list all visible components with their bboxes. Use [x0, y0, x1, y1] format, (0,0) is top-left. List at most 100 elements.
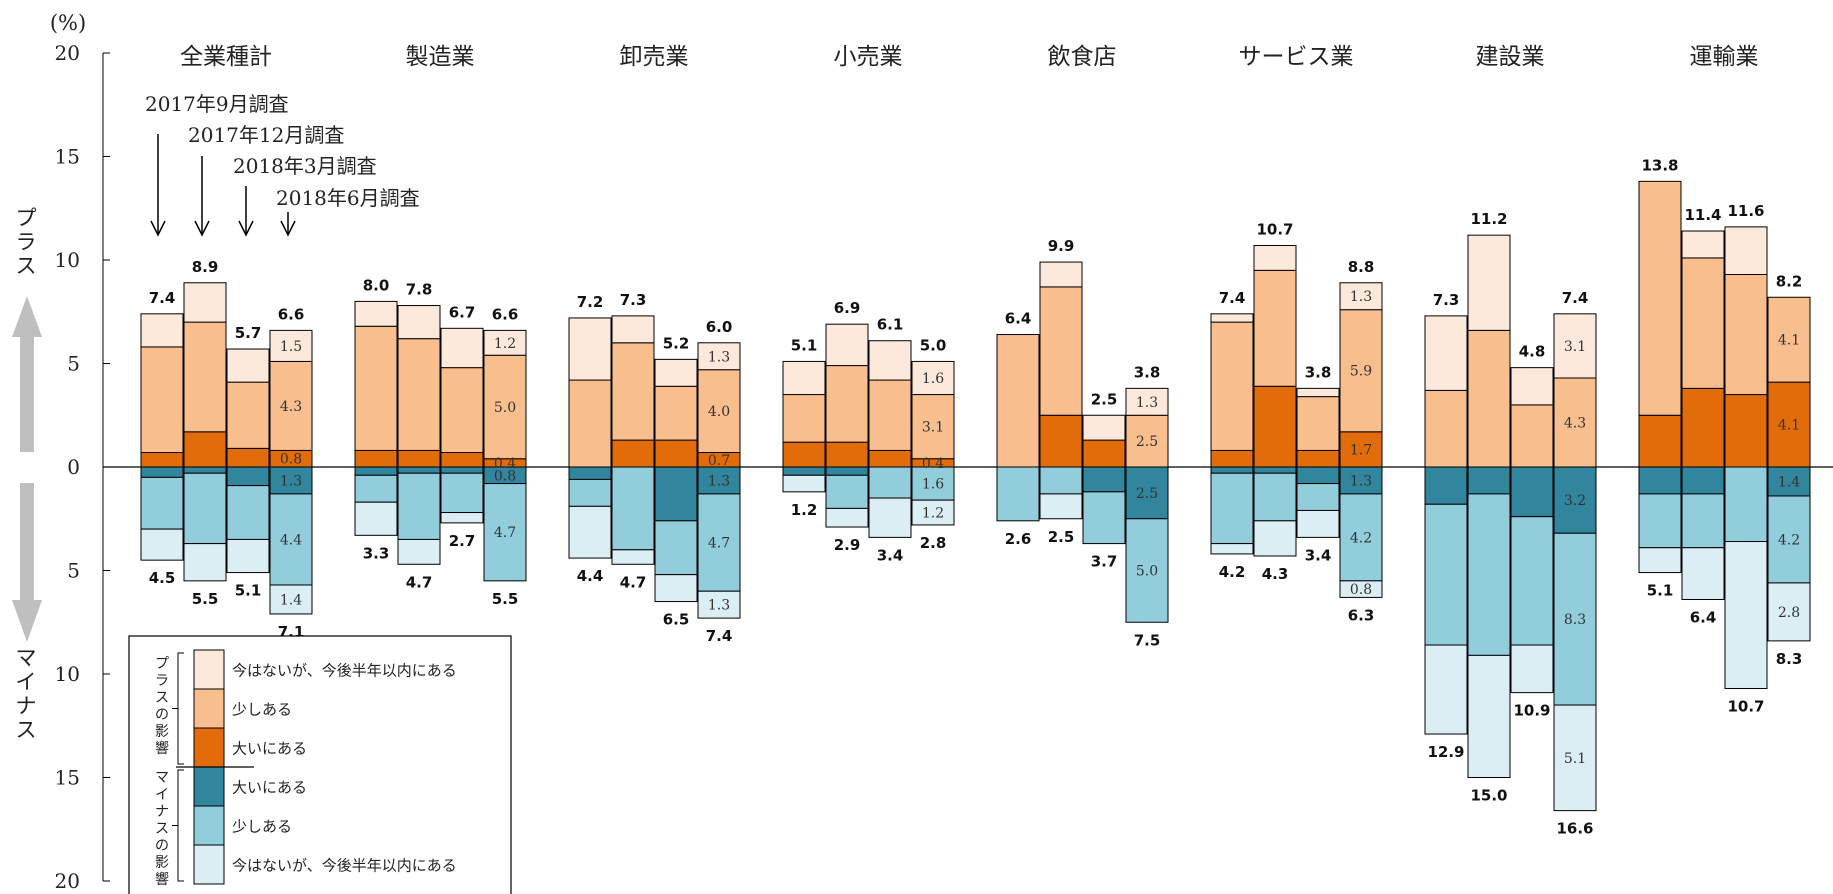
minus-total-label: 12.9	[1427, 743, 1464, 761]
minus-total-label: 3.3	[363, 544, 390, 562]
y-tick-label: 15	[55, 145, 80, 169]
legend-group-char: の	[155, 838, 169, 854]
bar-segment	[782, 441, 826, 468]
minus-total-label: 1.2	[791, 501, 818, 519]
plus-total-label: 6.9	[834, 299, 861, 317]
minus-total-label: 4.7	[620, 573, 647, 591]
category-label: 飲食店	[1048, 44, 1117, 70]
bar-segment	[1296, 449, 1340, 468]
bar-segment	[1039, 493, 1083, 520]
bar-segment	[697, 466, 741, 495]
bar-segment	[1767, 495, 1811, 584]
bar-segment	[568, 317, 612, 381]
segment-label: 0.8	[1350, 582, 1372, 598]
bar-segment	[911, 394, 955, 460]
legend-group-char: の	[155, 707, 169, 723]
bar-segment	[1424, 503, 1468, 646]
segment-label: 3.1	[1564, 339, 1586, 355]
minus-total-label: 4.2	[1219, 563, 1246, 581]
bar-segment	[1681, 230, 1725, 259]
segment-label: 4.0	[708, 404, 730, 420]
plus-total-label: 8.9	[192, 258, 219, 276]
bar-segment	[1467, 493, 1511, 656]
bar-segment	[911, 499, 955, 526]
y-tick-label: 5	[67, 352, 80, 376]
minus-total-label: 15.0	[1470, 787, 1507, 805]
minus-total-label: 6.3	[1348, 606, 1375, 624]
minus-total-label: 3.4	[1305, 546, 1332, 564]
bar-segment	[440, 327, 484, 369]
bar-segment	[1553, 466, 1597, 534]
segment-label: 0.8	[280, 452, 302, 468]
plus-side-label: プラス	[16, 206, 37, 278]
minus-total-label: 10.7	[1727, 697, 1764, 715]
bar-segment	[1553, 377, 1597, 468]
bar-segment	[1681, 466, 1725, 495]
bar-segment	[483, 354, 527, 460]
bar-segment	[183, 466, 227, 474]
bar-segment	[1424, 315, 1468, 391]
bar-segment	[1039, 286, 1083, 416]
segment-label: 4.3	[1564, 415, 1586, 431]
bar-segment	[1638, 180, 1682, 416]
legend-item-label: 大いにある	[232, 779, 307, 797]
bar-segment	[868, 449, 912, 468]
bar-segment	[140, 452, 184, 468]
legend-swatch	[193, 649, 225, 690]
category-label: 運輸業	[1690, 44, 1759, 70]
bar-segment	[1296, 483, 1340, 511]
bar-segment	[1125, 466, 1169, 520]
bar-segment	[1724, 394, 1768, 468]
legend-group-char: プ	[155, 656, 169, 672]
bar-segment	[140, 466, 184, 478]
side-label-char: ス	[16, 254, 37, 278]
bar-segment	[226, 466, 270, 487]
bar-segment	[654, 520, 698, 576]
category-label: 卸売業	[620, 44, 689, 70]
y-tick-label: 5	[67, 559, 80, 583]
minus-total-label: 2.9	[834, 536, 861, 554]
bar-segment	[654, 574, 698, 603]
segment-label: 3.1	[922, 420, 944, 436]
bar-segment	[1296, 509, 1340, 538]
legend-swatch	[193, 766, 225, 807]
minus-total-label: 2.5	[1048, 528, 1075, 546]
bar-segment	[1339, 493, 1383, 582]
bar-segment	[440, 452, 484, 468]
plus-total-label: 8.2	[1776, 272, 1803, 290]
down-arrow-shaft	[20, 483, 34, 600]
bar-segment	[397, 305, 441, 340]
bar-segment	[1510, 644, 1554, 694]
bar-segment	[269, 584, 313, 615]
segment-label: 5.1	[1564, 751, 1586, 767]
bar-segment	[1681, 493, 1725, 549]
segment-label: 0.4	[494, 456, 516, 472]
survey-arrow-head	[238, 220, 254, 237]
bar-segment	[1767, 582, 1811, 642]
segment-label: 4.3	[280, 399, 302, 415]
bar-segment	[354, 501, 398, 536]
bar-segment	[1424, 644, 1468, 735]
minus-total-label: 4.5	[149, 569, 176, 587]
bar-segment	[1510, 404, 1554, 468]
segment-label: 1.2	[494, 336, 516, 352]
bar-segment	[440, 466, 484, 474]
bar-segment	[654, 466, 698, 522]
minus-total-label: 16.6	[1556, 820, 1593, 838]
segment-label: 2.5	[1136, 486, 1158, 502]
legend-group-char: 響	[155, 740, 169, 757]
up-arrow-shaft	[20, 337, 34, 452]
minus-brace	[172, 769, 184, 882]
segment-label: 4.1	[1778, 418, 1800, 434]
segment-label: 2.8	[1778, 605, 1800, 621]
plus-total-label: 5.1	[791, 336, 818, 354]
plus-total-label: 11.6	[1727, 202, 1764, 220]
bar-segment	[1724, 273, 1768, 396]
bar-segment	[183, 282, 227, 323]
bar-segment	[1039, 466, 1083, 495]
plus-total-label: 6.1	[877, 316, 904, 334]
category-label: 建設業	[1476, 44, 1545, 70]
bar-segment	[782, 474, 826, 493]
